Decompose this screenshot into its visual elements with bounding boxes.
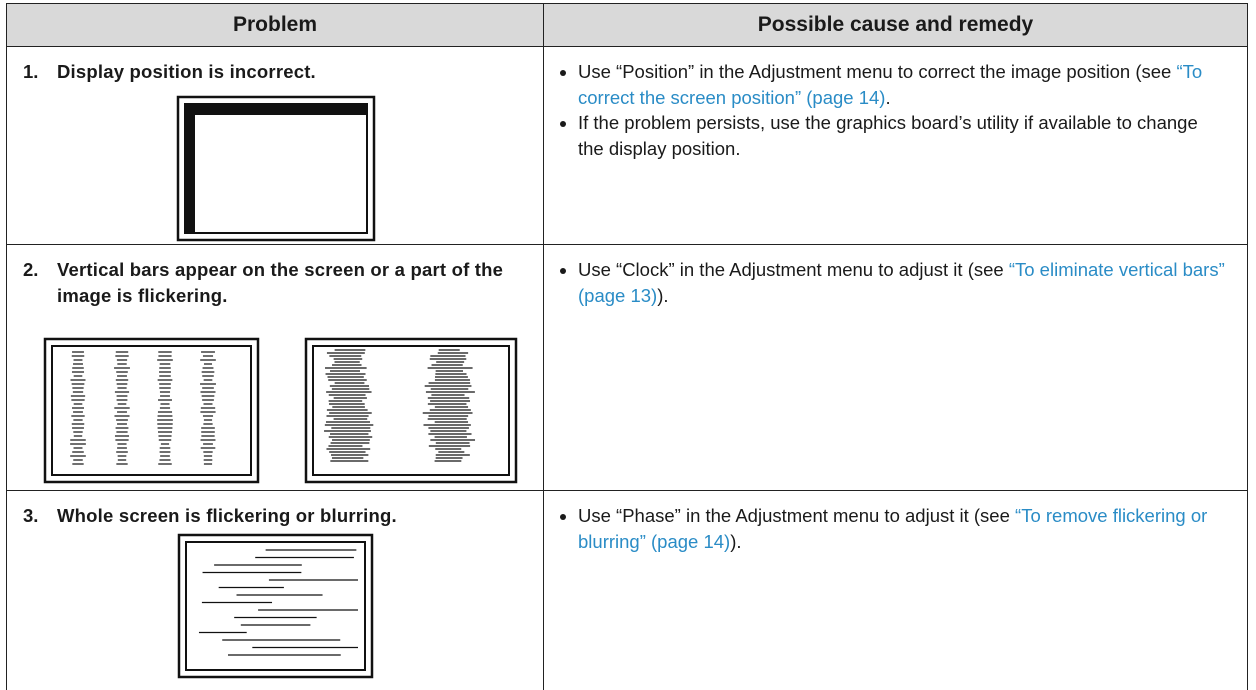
- problem-text: Vertical bars appear on the screen or a …: [57, 259, 504, 306]
- problem-cell: 1. Display position is incorrect.: [6, 46, 543, 244]
- remedy-cell: Use “Clock” in the Adjustment menu to ad…: [543, 244, 1248, 490]
- link[interactable]: “To remove flickering or blurring” (page…: [578, 505, 1208, 552]
- number: 1.: [23, 61, 39, 82]
- problem-cell: 3. Whole screen is flickering or blurring…: [6, 490, 543, 690]
- problem: 1. Display position is incorrect.: [23, 59, 523, 85]
- text: If the problem persists, use the graphic…: [578, 112, 1198, 159]
- remedy: Use “Phase” in the Adjustment menu to ad…: [578, 503, 1228, 554]
- remedy: If the problem persists, use the graphic…: [578, 110, 1228, 161]
- number: 2.: [23, 259, 39, 280]
- text: Use “Position” in the Adjustment menu to…: [578, 61, 1177, 82]
- number: 3.: [23, 505, 39, 526]
- remedy-cell: Use “Phase” in the Adjustment menu to ad…: [543, 490, 1248, 690]
- header-text: Problem: [232, 13, 318, 36]
- text: Use “Phase” in the Adjustment menu to ad…: [578, 505, 1016, 526]
- header-cell: Problem: [6, 3, 543, 47]
- problem-text: Display position is incorrect.: [57, 61, 316, 82]
- problem-cell: 2. Vertical bars appear on the screen or …: [6, 244, 543, 490]
- remedy-cell: Use “Position” in the Adjustment menu to…: [543, 46, 1248, 244]
- problem: 2. Vertical bars appear on the screen or …: [23, 257, 523, 309]
- remedy: Use “Position” in the Adjustment menu to…: [578, 59, 1228, 110]
- remedy-list: Use “Phase” in the Adjustment menu to ad…: [562, 503, 1228, 554]
- remedy-list: Use “Clock” in the Adjustment menu to ad…: [562, 257, 1228, 308]
- remedy: Use “Clock” in the Adjustment menu to ad…: [578, 257, 1228, 308]
- problem: 3. Whole screen is flickering or blurring…: [23, 503, 523, 529]
- link[interactable]: “To correct the screen position” (page 1…: [578, 61, 1203, 108]
- problem-text: Whole screen is flickering or blurring.: [57, 505, 397, 526]
- text: .: [885, 86, 891, 108]
- text: Use “Clock” in the Adjustment menu to ad…: [578, 259, 1009, 280]
- text: ).: [730, 530, 742, 552]
- text: ).: [657, 284, 669, 306]
- header-cell: Possible cause and remedy: [543, 3, 1248, 47]
- header-text: Possible cause and remedy: [757, 13, 1034, 36]
- link[interactable]: “To eliminate vertical bars” (page 13): [578, 259, 1225, 306]
- remedy-list: Use “Position” in the Adjustment menu to…: [562, 59, 1228, 161]
